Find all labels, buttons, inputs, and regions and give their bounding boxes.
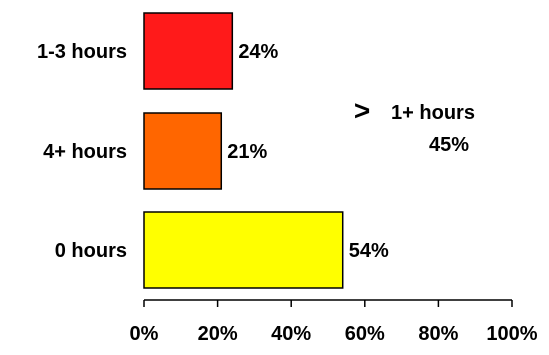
annotation-label: 1+ hours <box>391 102 475 124</box>
data-label-4-hours: 21% <box>227 141 267 163</box>
annotation-value: 45% <box>429 134 469 156</box>
x-tick-label: 20% <box>198 323 238 345</box>
x-tick-label: 80% <box>418 323 458 345</box>
x-axis: 0% 20% 40% 60% 80% 100% <box>130 299 538 345</box>
bar-0-hours <box>143 211 344 289</box>
x-tick-label: 0% <box>130 323 159 345</box>
bar-4-hours <box>143 112 223 190</box>
data-label-0-hours: 54% <box>349 240 389 262</box>
data-label-1-3-hours: 24% <box>238 41 278 63</box>
x-tick-label: 40% <box>271 323 311 345</box>
x-tick-label: 100% <box>486 323 537 345</box>
category-label-4-hours: 4+ hours <box>43 141 127 163</box>
category-label-0-hours: 0 hours <box>55 240 127 262</box>
bars-layer: 1-3 hours 24% 4+ hours 21% 0 hours 54% <box>37 12 389 289</box>
x-tick-label: 60% <box>345 323 385 345</box>
bar-1-3-hours <box>143 12 234 90</box>
annotation-symbol: > <box>354 95 370 126</box>
annotation: > 1+ hours 45% <box>354 95 475 156</box>
category-label-1-3-hours: 1-3 hours <box>37 41 127 63</box>
